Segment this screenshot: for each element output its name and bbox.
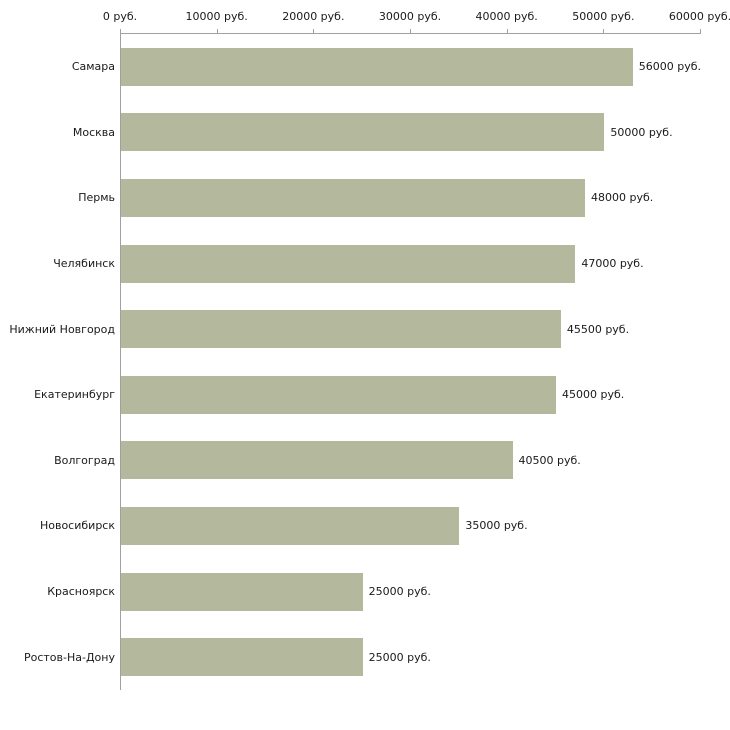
x-tick-label: 60000 руб. bbox=[668, 10, 730, 23]
category-label: Пермь bbox=[78, 191, 115, 205]
plot-area: Самара 56000 руб. Москва 50000 руб. Пермь 480… bbox=[9, 33, 701, 690]
category-label: Красноярск bbox=[47, 585, 115, 599]
x-tick-label: 40000 руб. bbox=[475, 10, 538, 23]
category-label: Самара bbox=[71, 60, 115, 74]
bar-row: Волгоград 40500 руб. bbox=[54, 428, 701, 494]
bar-row: Самара 56000 руб. bbox=[72, 34, 701, 100]
x-tick-label: 50000 руб. bbox=[572, 10, 635, 23]
bar-row: Нижний Новгород 45500 руб. bbox=[9, 296, 701, 362]
x-tick-label: 0 руб. bbox=[102, 10, 138, 23]
value-label: 25000 руб. bbox=[368, 585, 431, 599]
value-label: 25000 руб. bbox=[368, 650, 431, 664]
x-tick-mark bbox=[313, 29, 315, 33]
value-label: 35000 руб. bbox=[465, 519, 528, 533]
x-tick-mark bbox=[506, 29, 508, 33]
bar-row: Ростов-На-Дону 25000 руб. bbox=[24, 624, 701, 690]
category-label: Новосибирск bbox=[39, 519, 115, 533]
bar-row: Новосибирск 35000 руб. bbox=[40, 493, 701, 559]
bar bbox=[121, 310, 561, 349]
x-axis-ticks: 0 руб. 10000 руб. 20000 руб. 30000 руб. 4000… bbox=[103, 0, 730, 33]
bar-row: Пермь 48000 руб. bbox=[78, 165, 701, 231]
bar bbox=[121, 178, 585, 217]
bar bbox=[121, 638, 363, 677]
value-label: 45000 руб. bbox=[562, 388, 625, 402]
value-label: 47000 руб. bbox=[581, 257, 644, 271]
category-label: Волгоград bbox=[54, 453, 115, 467]
category-label: Москва bbox=[72, 125, 115, 139]
category-label: Нижний Новгород bbox=[9, 322, 115, 336]
category-label: Ростов-На-Дону bbox=[23, 650, 115, 664]
x-tick-mark bbox=[700, 29, 701, 33]
bar-row: Челябинск 47000 руб. bbox=[53, 231, 701, 297]
bar bbox=[121, 441, 513, 480]
x-tick-label: 30000 руб. bbox=[378, 10, 442, 23]
bar bbox=[121, 113, 605, 152]
bar-row: Красноярск 25000 руб. bbox=[47, 559, 701, 625]
bar bbox=[121, 244, 576, 283]
value-label: 50000 руб. bbox=[610, 125, 673, 139]
value-label: 45500 руб. bbox=[566, 322, 630, 336]
category-label: Екатеринбург bbox=[34, 388, 115, 402]
x-tick-mark bbox=[410, 29, 411, 33]
x-tick-label: 20000 руб. bbox=[282, 10, 345, 23]
x-tick-mark bbox=[120, 29, 121, 33]
category-label: Челябинск bbox=[53, 257, 115, 271]
value-label: 40500 руб. bbox=[518, 453, 581, 467]
bar bbox=[121, 506, 460, 545]
x-tick-label: 10000 руб. bbox=[185, 10, 248, 23]
x-tick-mark bbox=[603, 29, 605, 33]
bar-row: Москва 50000 руб. bbox=[73, 100, 701, 166]
bar-row: Екатеринбург 45000 руб. bbox=[34, 362, 701, 428]
bar bbox=[121, 47, 633, 86]
x-tick-mark bbox=[216, 29, 218, 33]
bar bbox=[121, 572, 363, 611]
bar bbox=[121, 375, 556, 414]
value-label: 48000 руб. bbox=[591, 191, 654, 205]
value-label: 56000 руб. bbox=[638, 60, 701, 74]
